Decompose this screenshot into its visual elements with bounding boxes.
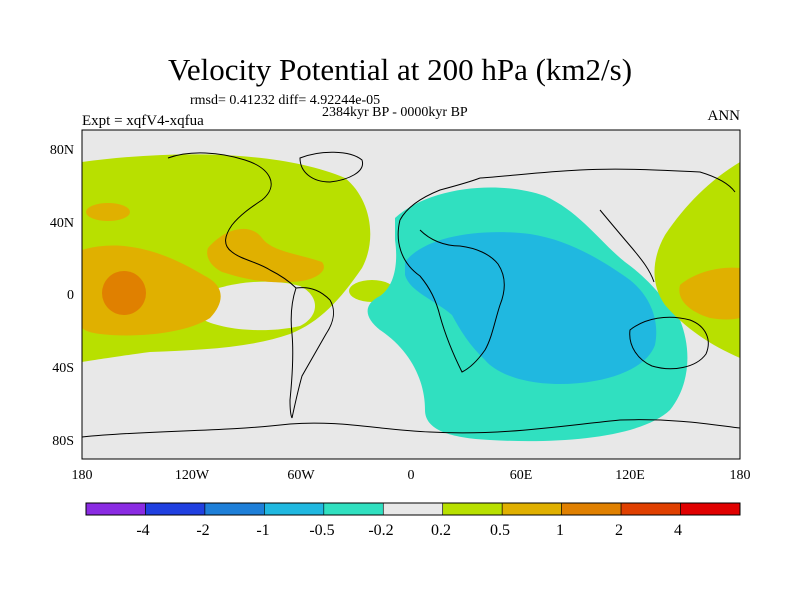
lat-label-80n: 80N [49,143,74,158]
colorbar-swatch [145,502,206,516]
colorbar-swatch [680,502,741,516]
lon-label-0: 0 [407,468,415,483]
colorbar-swatch [204,502,265,516]
colorbar-swatch [323,502,384,516]
coastlines [81,151,741,438]
colorbar-swatch [501,502,562,516]
coastline-greenland [299,151,364,183]
orange-region-north [86,203,130,221]
lat-label-40s: 40S [52,361,74,376]
lon-label-180w: 180 [71,468,93,483]
colorbar-label-1: -4 [136,522,150,539]
colorbar-label-2: -2 [196,522,210,539]
rmsd-diff-stats: rmsd= 0.41232 diff= 4.92244e-05 [190,93,381,108]
orange-region-west-pacific [679,267,740,320]
strong-negative-core [405,232,657,384]
colorbar-label-10: 4 [674,522,682,539]
map-frame [81,129,741,460]
lon-label-60e: 60E [509,468,533,483]
colorbar-label-7: 0.5 [490,522,510,539]
colorbar-label-5: -0.2 [368,522,394,539]
orange-region-gulf [207,228,324,283]
coastline-australia [629,316,709,370]
coastline-asia [479,168,736,283]
colorbar [85,502,741,516]
lat-label-80s: 80S [52,434,74,449]
colorbar-swatch [561,502,622,516]
colorbar-label-3: -1 [256,522,270,539]
coastline-africa [397,219,505,373]
coastline-north-america [167,152,297,289]
colorbar-frame [85,502,741,516]
lat-label-40n: 40N [49,216,74,231]
coastline-europe [399,177,481,221]
lon-label-120e: 120E [615,468,645,483]
coastline-south-america [291,287,334,419]
colorbar-label-6: 0.2 [431,522,451,539]
lon-label-120w: 120W [174,468,210,483]
lat-label-0: 0 [67,288,74,303]
colorbar-swatch [264,502,325,516]
time-period-label: 2384kyr BP - 0000kyr BP [322,105,468,120]
dark-orange-core-pacific [102,271,146,315]
experiment-label: Expt = xqfV4-xqfua [82,113,204,129]
colorbar-swatch [382,502,444,516]
lon-label-180e: 180 [729,468,751,483]
neutral-pocket-west [192,281,315,331]
colorbar-swatch [85,502,146,516]
colorbar-label-8: 1 [556,522,564,539]
season-label: ANN [707,108,741,124]
colorbar-swatch [442,502,503,516]
map-field [82,130,740,459]
colorbar-label-9: 2 [615,522,623,539]
lon-label-60w: 60W [287,468,315,483]
colorbar-label-4: -0.5 [309,522,335,539]
coastline-antarctica [81,419,741,438]
colorbar-swatch [620,502,681,516]
map-title: Velocity Potential at 200 hPa (km2/s) [167,52,633,87]
coastline-south-america-west [289,287,297,419]
